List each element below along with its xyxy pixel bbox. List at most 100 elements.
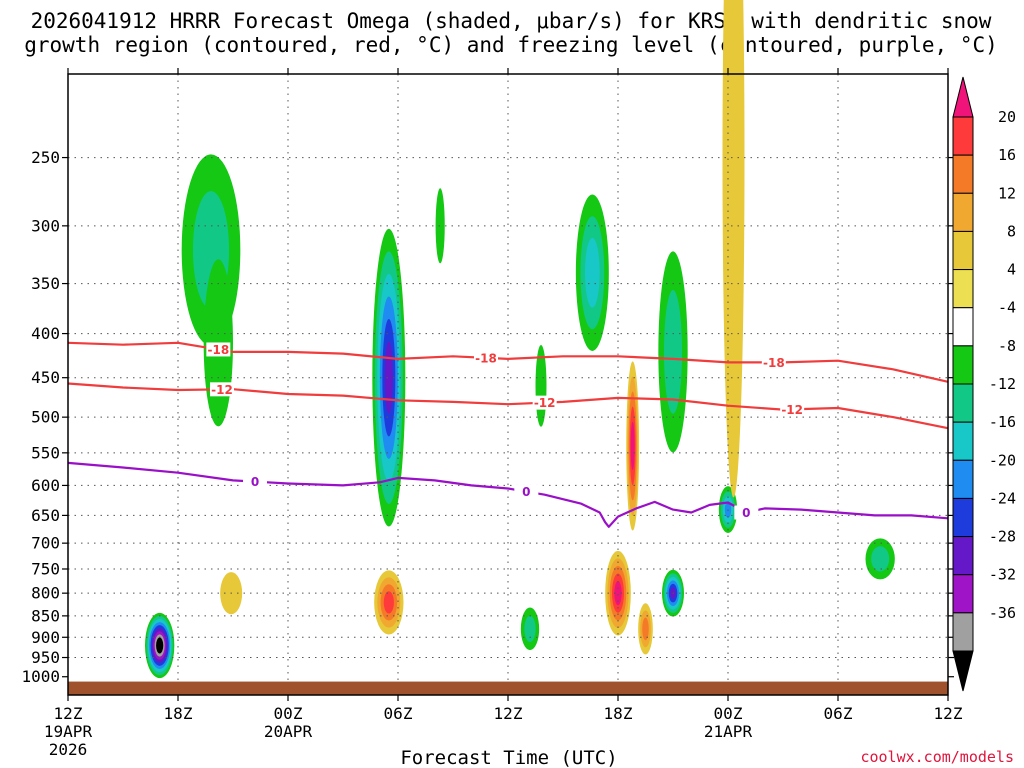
x-tick-label: 06Z [824, 704, 853, 723]
colorbar-bin [952, 536, 974, 576]
contour-label: -12 [211, 383, 233, 397]
ground-layer [68, 681, 948, 695]
colorbar-label: -4 [998, 299, 1016, 317]
x-tick-year-label: 2026 [49, 740, 88, 759]
x-tick-label: 12Z [54, 704, 83, 723]
omega-descent-cell [626, 361, 640, 531]
omega-level--12 [585, 237, 600, 308]
colorbar-bin [952, 116, 974, 156]
x-tick-label: 12Z [934, 704, 963, 723]
colorbar-bin [952, 383, 974, 423]
x-tick-label: 06Z [384, 704, 413, 723]
contour--18: -18 -18 -18 [67, 341, 949, 383]
colorbar-bin [952, 269, 974, 309]
contour-label: -12 [781, 403, 803, 417]
colorbar-bin [952, 230, 974, 271]
colorbar-bin [952, 497, 974, 538]
y-tick-label: 650 [31, 506, 60, 525]
x-tick-label: 00Z [274, 704, 303, 723]
y-tick-label: 700 [31, 534, 60, 553]
omega-ascent-cell [658, 251, 688, 453]
contour-0: 0 0 0 [67, 461, 949, 528]
omega-level--8 [663, 290, 683, 414]
chart-title-line1: 2026041912 HRRR Forecast Omega (shaded, … [31, 9, 992, 33]
contour-label: 0 [742, 506, 750, 520]
omega-descent-cell [638, 603, 653, 655]
omega-descent-cell [605, 550, 631, 636]
colorbar-bin [952, 459, 974, 499]
colorbar-label: -12 [989, 375, 1016, 393]
colorbar-bin [952, 574, 974, 614]
colorbar-bin [952, 154, 974, 194]
colorbar-label: 20 [998, 108, 1016, 126]
contour-label-bg [532, 395, 557, 410]
y-tick-label: 550 [31, 443, 60, 462]
colorbar-label: 4 [1007, 261, 1016, 279]
contour-label: -12 [534, 396, 556, 410]
y-tick-label: 950 [31, 648, 60, 667]
colorbar-label: 8 [1007, 222, 1016, 240]
colorbar-label: -20 [989, 451, 1016, 469]
contour-label-bg [761, 355, 786, 370]
colorbar-bin [952, 345, 974, 385]
omega-ascent-cell [575, 194, 609, 351]
contour-line [67, 461, 949, 528]
contour-label-bg [243, 474, 267, 489]
x-tick-label: 12Z [494, 704, 523, 723]
colorbar-label: -28 [989, 528, 1016, 546]
chart-title-line2: growth region (contoured, red, °C) and f… [24, 33, 998, 57]
contour-layer: -18 -18 -18 -12 -12 -12 0 0 0 [67, 341, 949, 528]
colorbar-label: -8 [998, 337, 1016, 355]
omega-ascent-cell [865, 538, 895, 580]
colorbar-top-arrow [952, 76, 974, 118]
y-tick-label: 450 [31, 368, 60, 387]
omega-level-20 [614, 581, 622, 606]
x-tick-label: 18Z [164, 704, 193, 723]
x-tick-date-label: 21APR [704, 722, 753, 741]
contour-label-bg [210, 382, 234, 397]
y-tick-label: 850 [31, 606, 60, 625]
colorbar-label: -16 [989, 413, 1016, 431]
y-tick-label: 600 [31, 476, 60, 495]
contour-label-bg [474, 350, 498, 365]
omega-ascent-cell [145, 612, 175, 679]
contour-label: -18 [207, 343, 229, 357]
y-tick-label: 500 [31, 408, 60, 427]
omega-level-20 [630, 421, 635, 471]
colorbar-bin [952, 307, 974, 347]
colorbar-label: -32 [989, 566, 1016, 584]
x-axis-title: Forecast Time (UTC) [400, 747, 617, 768]
omega-level--40 [157, 640, 162, 651]
x-tick-label: 18Z [604, 704, 633, 723]
y-tick-label: 1000 [21, 667, 60, 686]
contour-label: 0 [251, 475, 259, 489]
colorbar-bottom-arrow [952, 650, 974, 692]
contour--12: -12 -12 -12 [67, 382, 949, 430]
contour-label: -18 [763, 356, 785, 370]
omega-ascent-cell [520, 607, 540, 651]
colorbar: 20 16 12 8 4 -4 -8 -12 -16 -20 -24 -28 -32 -36 [952, 76, 1016, 692]
colorbar-bin [952, 421, 974, 461]
contour-label-bg [514, 484, 539, 499]
x-tick-label: 00Z [714, 704, 743, 723]
omega-level--24 [384, 341, 393, 414]
omega-level--8 [871, 546, 890, 572]
y-tick-label: 400 [31, 324, 60, 343]
y-axis: 250 300 350 400 450 500 550 600 650 700 750 800 850 9… [21, 148, 954, 686]
x-tick-date-label: 19APR [44, 722, 93, 741]
omega-level--8 [524, 615, 536, 642]
y-tick-label: 300 [31, 216, 60, 235]
omega-level-16 [383, 591, 394, 614]
contour-label-bg [780, 402, 805, 417]
y-tick-label: 800 [31, 584, 60, 603]
contour-label-bg [734, 505, 759, 520]
omega-ascent-cell [372, 228, 406, 527]
colorbar-bin [952, 192, 974, 232]
contour-label: -18 [475, 351, 497, 365]
credit-text: coolwx.com/models [860, 748, 1014, 766]
y-tick-label: 900 [31, 628, 60, 647]
omega-level-12 [642, 617, 649, 641]
colorbar-label: -24 [989, 489, 1016, 507]
